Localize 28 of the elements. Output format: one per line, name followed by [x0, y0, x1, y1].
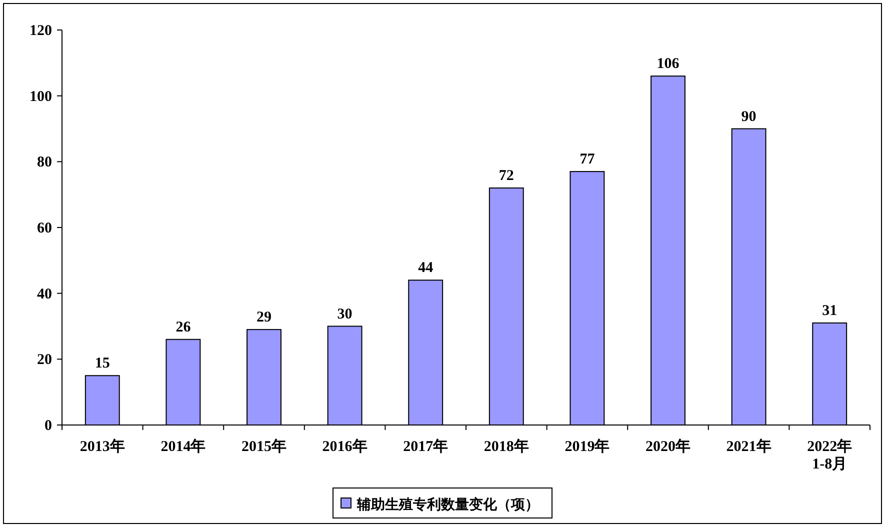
x-tick-label: 2017年 — [403, 438, 448, 455]
data-label: 77 — [580, 152, 596, 168]
legend-label: 辅助生殖专利数量变化（项） — [356, 496, 539, 513]
y-tick-label: 20 — [37, 352, 52, 368]
y-tick-label: 40 — [37, 286, 52, 302]
y-tick-label: 120 — [30, 23, 52, 39]
data-label: 15 — [94, 356, 110, 372]
x-tick-label: 2018年 — [484, 438, 529, 455]
data-label: 29 — [256, 310, 272, 326]
x-tick-label: 2014年 — [160, 438, 206, 455]
x-tick-label: 2020年 — [646, 438, 690, 455]
data-label: 90 — [741, 108, 756, 125]
x-tick-label: 2016年 — [322, 438, 368, 455]
x-tick-label: 2021年 — [726, 438, 772, 455]
x-tick-label: 2019年 — [564, 438, 610, 455]
data-label: 44 — [418, 260, 434, 276]
data-label: 26 — [176, 319, 192, 336]
data-label: 31 — [822, 302, 838, 319]
data-label: 106 — [656, 56, 680, 72]
data-label: 30 — [337, 306, 352, 322]
y-tick-label: 80 — [37, 154, 52, 171]
y-tick-label: 100 — [30, 88, 52, 105]
x-tick-label: 2022年 1-8月 — [807, 438, 852, 472]
y-tick-label: 60 — [37, 220, 52, 236]
x-tick-label: 2015年 — [242, 438, 286, 455]
x-tick-label: 2013年 — [80, 438, 125, 455]
data-label: 72 — [498, 168, 514, 184]
y-tick-label: 0 — [44, 418, 52, 434]
